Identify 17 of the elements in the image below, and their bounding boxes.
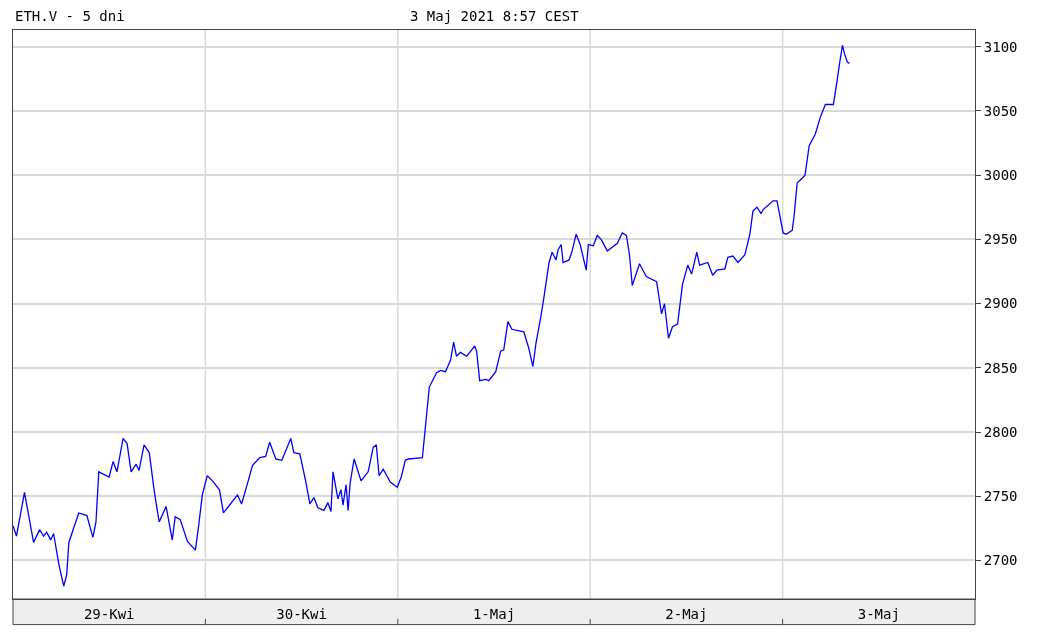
x-tick-label: 30-Kwi (276, 605, 327, 622)
y-tick-label: 2750 (983, 488, 1018, 505)
y-tick-label: 3100 (983, 38, 1018, 55)
x-tick-label: 2-Maj (665, 605, 708, 622)
line-series (13, 44, 851, 587)
y-tick-label: 2950 (983, 231, 1018, 248)
chart-subtitle: 3 Maj 2021 8:57 CEST (410, 8, 580, 24)
y-tick-label: 2900 (983, 295, 1018, 312)
y-tick-label: 2800 (983, 423, 1018, 440)
y-tick-label: 3050 (983, 102, 1018, 119)
x-tick-label: 3-Maj (857, 605, 900, 622)
chart-title: ETH.V - 5 dni (15, 8, 125, 24)
y-tick-label: 3000 (983, 167, 1018, 184)
x-tick-label: 29-Kwi (83, 605, 135, 622)
y-tick-label: 2850 (983, 359, 1018, 376)
y-tick-label: 2700 (983, 552, 1018, 569)
x-tick-label: 1-Maj (472, 605, 516, 622)
